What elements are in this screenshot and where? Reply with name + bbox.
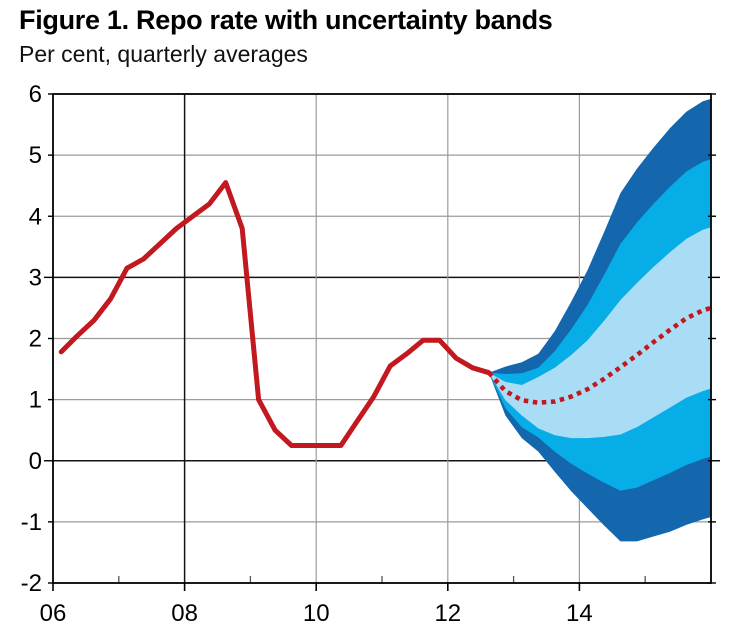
x-tick-label-12: 12: [434, 600, 461, 627]
y-tick-label-5: 5: [29, 142, 42, 169]
repo-rate-history-line: [58, 180, 492, 448]
y-tick-label-2: 2: [29, 326, 42, 353]
y-tick-label-1: 1: [29, 387, 42, 414]
repo-rate-forecast-line: [487, 305, 712, 406]
y-tick-label-6: 6: [29, 81, 42, 108]
figure-title: Figure 1. Repo rate with uncertainty ban…: [19, 5, 553, 35]
uncertainty-band-inner: [488, 227, 711, 439]
y-tick-label-0: 0: [29, 448, 42, 475]
y-tick-label-3: 3: [29, 264, 42, 291]
x-tick-label-10: 10: [303, 600, 330, 627]
y-tick-label--2: -2: [21, 570, 42, 597]
x-tick-label-14: 14: [566, 600, 593, 627]
figure-subtitle: Per cent, quarterly averages: [19, 41, 308, 67]
x-tick-label-08: 08: [171, 600, 198, 627]
y-tick-label--1: -1: [21, 509, 42, 536]
y-tick-label-4: 4: [29, 203, 42, 230]
x-tick-label-06: 06: [40, 600, 67, 627]
